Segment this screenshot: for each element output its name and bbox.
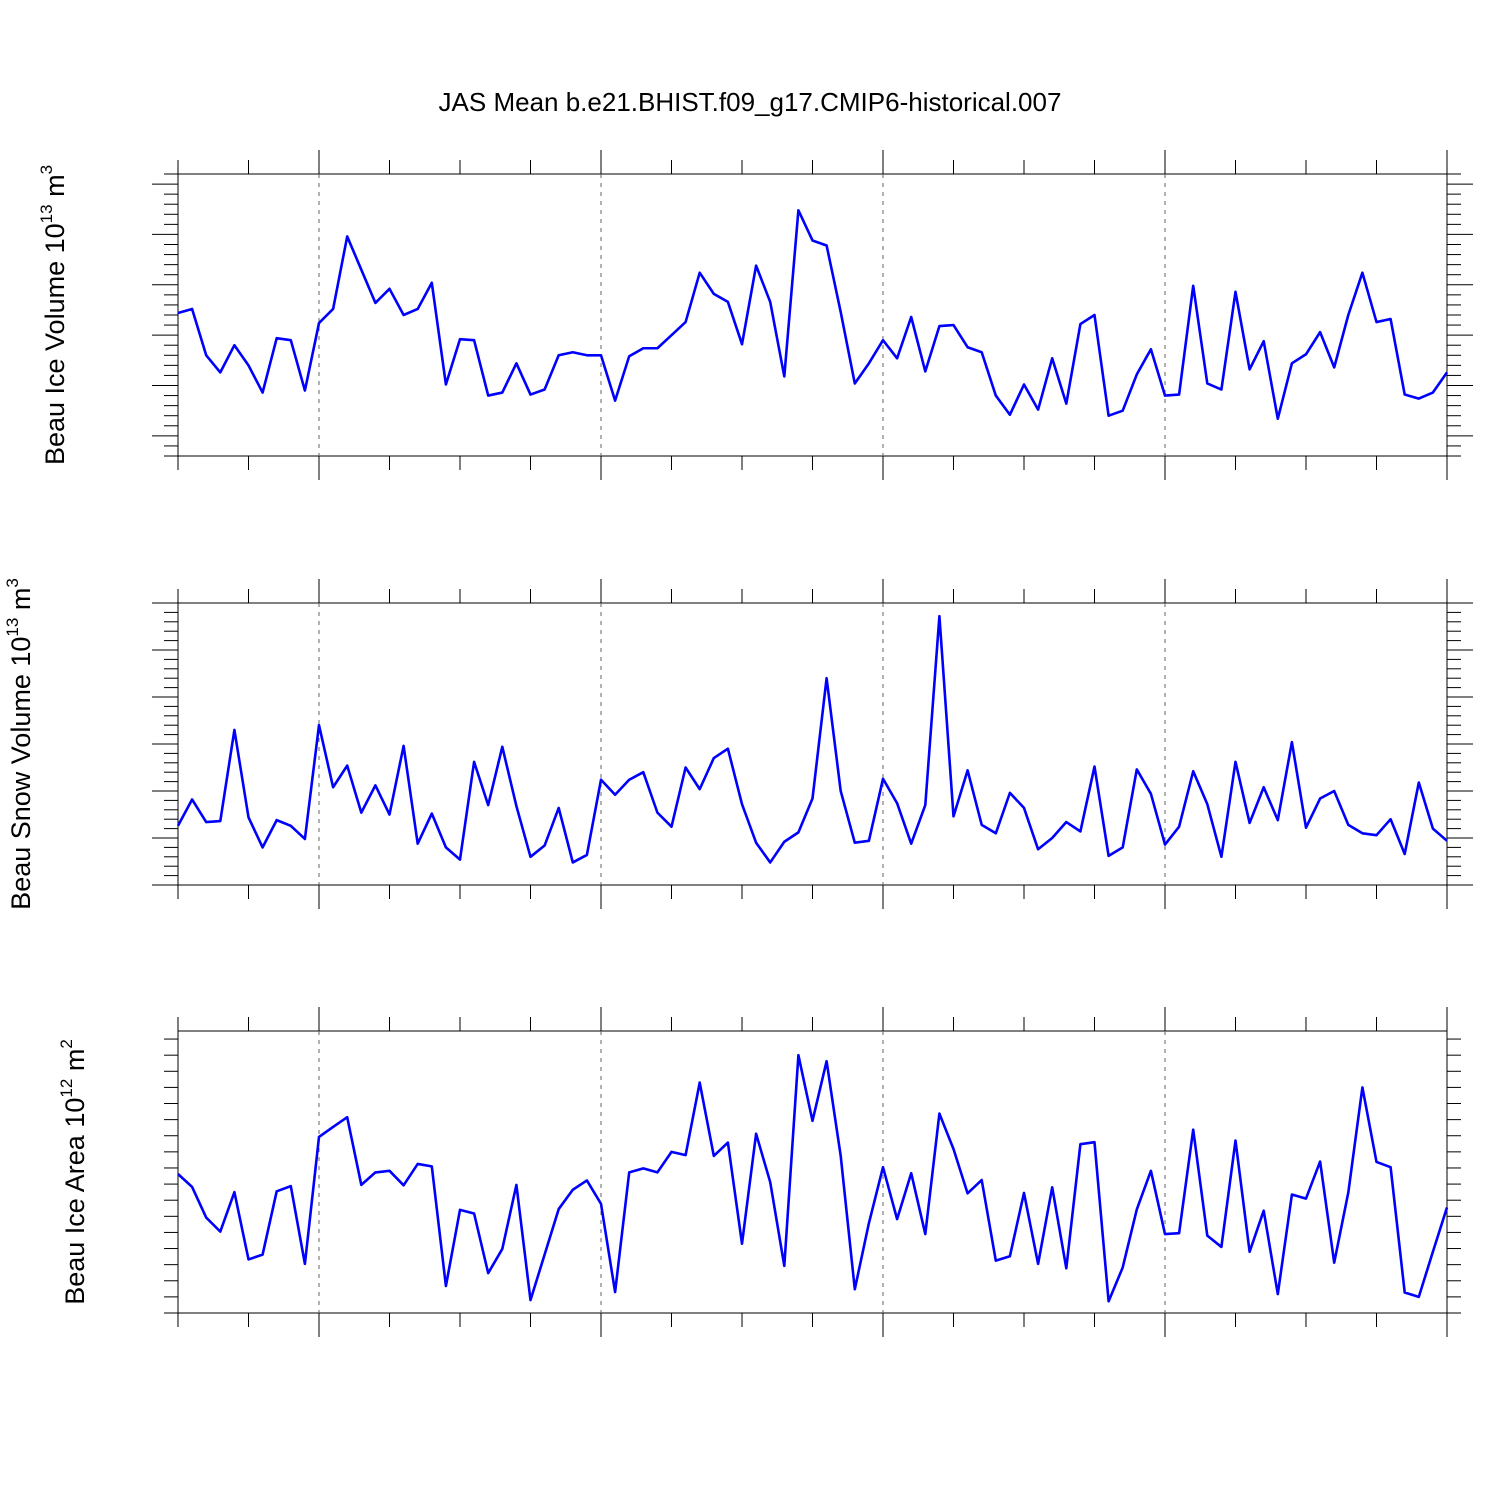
y-axis-label-part: Beau Snow Volume bbox=[6, 674, 36, 910]
y-axis-label-part: 2 bbox=[57, 1039, 76, 1048]
data-series-line bbox=[177, 1053, 1449, 1303]
y-axis-label-part: 3 bbox=[37, 165, 56, 174]
y-axis-label-part: 13 bbox=[37, 204, 56, 223]
data-series-line bbox=[176, 614, 1448, 864]
data-series-line bbox=[177, 208, 1449, 421]
y-axis-label-part: m bbox=[6, 588, 36, 611]
y-axis-label-space bbox=[6, 667, 36, 675]
y-axis-label-part: Beau Ice Volume bbox=[40, 261, 70, 465]
panel-ice-area: Beau Ice Area 1012 m2 bbox=[57, 1007, 1461, 1337]
y-axis-label: Beau Snow Volume 1013 m3 bbox=[3, 578, 36, 910]
y-axis-label-part: m bbox=[60, 1049, 90, 1072]
y-axis-label-part: 12 bbox=[57, 1079, 76, 1098]
y-axis-label-part: 3 bbox=[3, 578, 22, 587]
figure-title: JAS Mean b.e21.BHIST.f09_g17.CMIP6-histo… bbox=[439, 87, 1062, 117]
y-axis-label-space bbox=[40, 253, 70, 261]
y-axis-label-part: 10 bbox=[40, 223, 70, 253]
y-axis-label-space bbox=[6, 610, 36, 618]
panel-ice-volume: Beau Ice Volume 1013 m3 bbox=[37, 150, 1473, 480]
y-axis-label-part: m bbox=[40, 174, 70, 197]
y-axis-label: Beau Ice Area 1012 m2 bbox=[57, 1039, 90, 1305]
y-axis-label-part: 10 bbox=[60, 1098, 90, 1128]
y-axis-label-part: 10 bbox=[6, 637, 36, 667]
y-axis-label: Beau Ice Volume 1013 m3 bbox=[37, 165, 70, 465]
y-axis-label-part: 13 bbox=[3, 618, 22, 637]
y-axis-label-part: Beau Ice Area bbox=[60, 1134, 90, 1305]
y-axis-label-space bbox=[40, 197, 70, 205]
y-axis-label-space bbox=[60, 1071, 90, 1079]
y-axis-label-space bbox=[60, 1128, 90, 1136]
panel-snow-volume: Beau Snow Volume 1013 m3 bbox=[3, 578, 1473, 910]
